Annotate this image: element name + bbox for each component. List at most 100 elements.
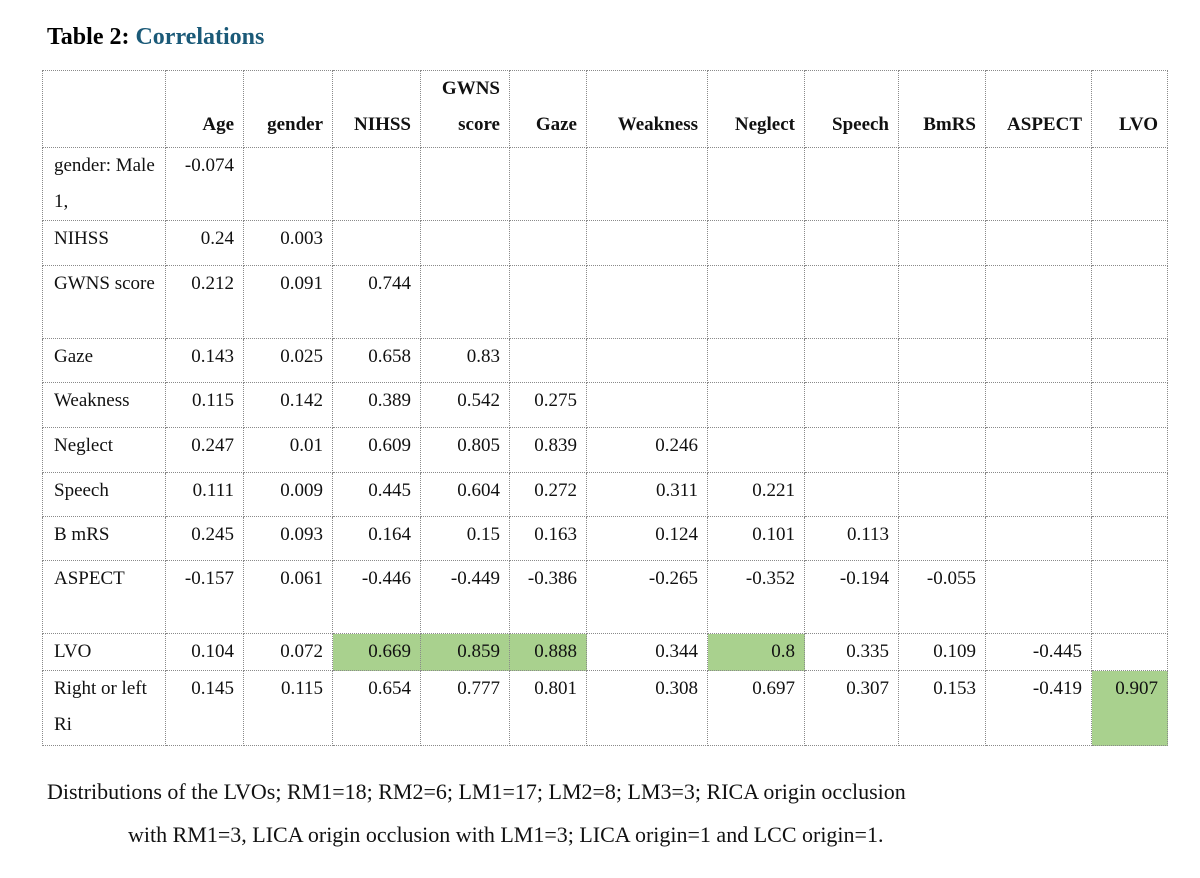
empty-cell — [985, 516, 1092, 561]
table-row: gender: Male 1, -0.074 — [42, 147, 1168, 221]
value-cell: 0.275 — [509, 382, 587, 428]
empty-cell — [985, 265, 1092, 339]
value-cell: 0.009 — [243, 472, 333, 517]
empty-cell — [898, 220, 986, 266]
empty-cell — [898, 382, 986, 428]
value-cell: 0.247 — [165, 427, 244, 473]
empty-cell — [804, 147, 899, 221]
value-cell: 0.212 — [165, 265, 244, 339]
empty-cell — [332, 147, 421, 221]
value-cell: -0.445 — [985, 633, 1092, 671]
value-cell: 0.15 — [420, 516, 510, 561]
value-cell: 0.669 — [332, 633, 421, 671]
value-cell: -0.352 — [707, 560, 805, 634]
value-cell: 0.025 — [243, 338, 333, 383]
value-cell: 0.697 — [707, 670, 805, 746]
value-cell: 0.145 — [165, 670, 244, 746]
empty-cell — [898, 147, 986, 221]
row-label: Right or left Ri — [42, 670, 166, 746]
table-row: Speech 0.111 0.009 0.445 0.604 0.272 0.311 0.22… — [42, 472, 1168, 517]
value-cell: -0.194 — [804, 560, 899, 634]
empty-cell — [586, 338, 708, 383]
column-header: Gaze — [509, 70, 587, 148]
value-cell: 0.061 — [243, 560, 333, 634]
value-cell: 0.344 — [586, 633, 708, 671]
row-label: Weakness — [42, 382, 166, 428]
value-cell: 0.221 — [707, 472, 805, 517]
value-cell: 0.335 — [804, 633, 899, 671]
empty-cell — [707, 382, 805, 428]
row-label: ASPECT — [42, 560, 166, 634]
value-cell: 0.445 — [332, 472, 421, 517]
empty-cell — [898, 338, 986, 383]
value-cell: 0.654 — [332, 670, 421, 746]
value-cell: 0.542 — [420, 382, 510, 428]
empty-cell — [509, 220, 587, 266]
value-cell: -0.446 — [332, 560, 421, 634]
value-cell: 0.01 — [243, 427, 333, 473]
empty-cell — [898, 472, 986, 517]
empty-cell — [1091, 220, 1168, 266]
value-cell: -0.265 — [586, 560, 708, 634]
empty-cell — [586, 382, 708, 428]
empty-cell — [420, 265, 510, 339]
column-header: ASPECT — [985, 70, 1092, 148]
empty-cell — [332, 220, 421, 266]
footnote-line: with RM1=3, LICA origin occlusion with L… — [128, 822, 884, 847]
table-row: GWNS score 0.212 0.091 0.744 — [42, 265, 1168, 339]
value-cell: 0.604 — [420, 472, 510, 517]
value-cell: -0.449 — [420, 560, 510, 634]
table-row: Neglect 0.247 0.01 0.609 0.805 0.839 0.246 — [42, 427, 1168, 473]
empty-cell — [1091, 427, 1168, 473]
column-header: Weakness — [586, 70, 708, 148]
row-label: Neglect — [42, 427, 166, 473]
value-cell: 0.805 — [420, 427, 510, 473]
value-cell: 0.308 — [586, 670, 708, 746]
value-cell: 0.658 — [332, 338, 421, 383]
value-cell: 0.113 — [804, 516, 899, 561]
value-cell: 0.111 — [165, 472, 244, 517]
value-cell: 0.091 — [243, 265, 333, 339]
value-cell: 0.093 — [243, 516, 333, 561]
value-cell: 0.609 — [332, 427, 421, 473]
row-label: GWNS score — [42, 265, 166, 339]
value-cell: 0.003 — [243, 220, 333, 266]
empty-cell — [1091, 472, 1168, 517]
value-cell: 0.83 — [420, 338, 510, 383]
value-cell: 0.143 — [165, 338, 244, 383]
value-cell: 0.389 — [332, 382, 421, 428]
value-cell: 0.24 — [165, 220, 244, 266]
table-row: NIHSS 0.24 0.003 — [42, 220, 1168, 266]
corner-cell — [42, 70, 166, 148]
empty-cell — [707, 147, 805, 221]
empty-cell — [804, 472, 899, 517]
value-cell: 0.246 — [586, 427, 708, 473]
empty-cell — [509, 147, 587, 221]
empty-cell — [707, 338, 805, 383]
value-cell: 0.859 — [420, 633, 510, 671]
empty-cell — [898, 516, 986, 561]
column-header: Neglect — [707, 70, 805, 148]
value-cell: 0.907 — [1091, 670, 1168, 746]
empty-cell — [1091, 147, 1168, 221]
table-row: LVO 0.104 0.072 0.669 0.859 0.888 0.344 0.8 0.33… — [42, 633, 1168, 671]
value-cell: 0.801 — [509, 670, 587, 746]
value-cell: 0.245 — [165, 516, 244, 561]
value-cell: 0.109 — [898, 633, 986, 671]
value-cell: 0.311 — [586, 472, 708, 517]
table-row: Right or left Ri 0.145 0.115 0.654 0.777 0.80… — [42, 670, 1168, 746]
column-header: Age — [165, 70, 244, 148]
title-text: Correlations — [135, 24, 265, 50]
value-cell: 0.163 — [509, 516, 587, 561]
empty-cell — [1091, 560, 1168, 634]
value-cell: 0.142 — [243, 382, 333, 428]
value-cell: 0.839 — [509, 427, 587, 473]
empty-cell — [586, 220, 708, 266]
value-cell: 0.272 — [509, 472, 587, 517]
value-cell: 0.888 — [509, 633, 587, 671]
row-label: NIHSS — [42, 220, 166, 266]
value-cell: 0.072 — [243, 633, 333, 671]
empty-cell — [985, 220, 1092, 266]
value-cell: 0.115 — [165, 382, 244, 428]
